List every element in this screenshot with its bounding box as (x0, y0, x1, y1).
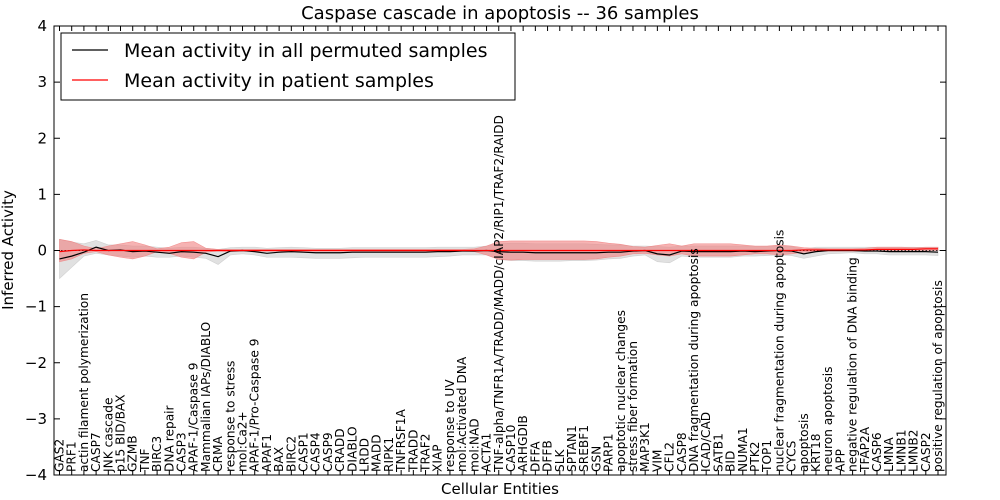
y-tick-label: 3 (37, 73, 47, 91)
x-category-label: KRT18 (809, 433, 823, 472)
legend: Mean activity in all permuted samples Me… (60, 32, 516, 101)
y-axis-title: Inferred Activity (0, 190, 17, 310)
x-category-label: apoptotic nuclear changes (614, 310, 628, 472)
x-category-label: ARHGDIB (516, 415, 530, 472)
x-category-label: BIRC3 (150, 436, 164, 472)
x-category-label: CASP6 (870, 432, 884, 472)
x-category-label: stress fiber formation (626, 341, 640, 472)
x-category-label: CFL2 (663, 442, 677, 472)
y-tick-label: −2 (25, 354, 47, 372)
x-category-label: LMNA (882, 437, 896, 472)
x-category-label: mol:Activated DNA (455, 356, 469, 472)
x-category-label: response to stress (223, 361, 237, 472)
x-category-label: DFFB (541, 440, 555, 472)
x-category-label: CASP10 (504, 425, 518, 472)
x-category-label: JNK cascade (101, 398, 115, 474)
x-category-label: GSN (589, 446, 603, 472)
x-category-label: TNFRSF1A (394, 408, 408, 473)
x-category-label: positive regulation of apoptosis (931, 280, 945, 472)
x-category-label: PRF1 (65, 441, 79, 472)
x-category-label: PTK2 (748, 441, 762, 472)
x-category-label: LRDD (358, 438, 372, 472)
series-lines (59, 246, 939, 260)
y-tick-label: 0 (37, 242, 47, 260)
x-category-label: GAS2 (53, 439, 67, 472)
x-category-label: nuclear fragmentation during apoptosis (772, 230, 786, 472)
x-category-label: mol:NAD (467, 418, 481, 472)
x-category-label: GZMB (126, 435, 140, 472)
y-axis: −4 −3 −2 −1 0 1 2 3 4 (25, 17, 946, 484)
x-category-label: Mammalian IAPs/DIABLO (199, 322, 213, 472)
x-category-label: PARP1 (602, 434, 616, 472)
x-category-label: DIABLO (345, 426, 359, 472)
x-category-label: BAX (272, 447, 286, 472)
y-tick-label: 1 (37, 185, 47, 203)
x-category-label: APAF-1/Caspase 9 (187, 362, 201, 472)
x-category-label: TFAP2A (858, 426, 872, 473)
x-category-label: negative regulation of DNA binding (846, 257, 860, 472)
x-category-label: SPTAN1 (565, 425, 579, 472)
x-category-label: SLK (553, 448, 567, 472)
x-category-label: CASP3 (175, 432, 189, 472)
y-tick-label: −3 (25, 410, 47, 428)
x-category-label: response to UV (443, 379, 457, 472)
x-category-label: BIRC2 (284, 436, 298, 472)
x-category-label: CASP1 (297, 432, 311, 472)
legend-box (60, 32, 516, 101)
x-category-label: DNA fragmentation during apoptosis (687, 248, 701, 472)
x-category-label: CASP7 (89, 432, 103, 472)
x-category-label: DFFA (528, 441, 542, 472)
x-category-label: RIPK1 (382, 437, 396, 472)
x-category-label: SATB1 (711, 433, 725, 472)
x-category-label: mol:Ca2+ (236, 411, 250, 472)
x-category-label: actin filament polymerization (77, 293, 91, 472)
x-category-label: APP (833, 449, 847, 472)
y-tick-label: −1 (25, 298, 47, 316)
x-category-label: p15 BID/BAX (114, 394, 128, 472)
x-category-label: APAF1 (260, 434, 274, 472)
x-category-label: VIM (650, 450, 664, 472)
x-category-label: ACTA1 (480, 433, 494, 472)
legend-label-patient: Mean activity in patient samples (124, 70, 434, 92)
x-category-label: BID (724, 451, 738, 472)
x-category-label: TRADD (406, 429, 420, 473)
x-category-label: CASP2 (919, 432, 933, 472)
x-category-label: CASP4 (309, 432, 323, 472)
x-category-label: neuron apoptosis (821, 367, 835, 472)
x-category-label: ICAD/CAD (699, 412, 713, 472)
x-category-label: NUMA1 (736, 427, 750, 472)
x-category-label: CASP9 (321, 432, 335, 472)
x-category-label: XIAP (431, 444, 445, 472)
x-category-label: LMNB1 (894, 429, 908, 472)
y-tick-label: −4 (25, 466, 47, 484)
x-category-label: TRAF2 (419, 433, 433, 473)
legend-label-permuted: Mean activity in all permuted samples (124, 40, 487, 62)
x-category-label: APAF-1/Pro-Caspase 9 (248, 339, 262, 472)
x-category-label: SREBF1 (577, 425, 591, 472)
x-category-label: CRADD (333, 428, 347, 472)
y-tick-label: 2 (37, 129, 47, 147)
x-axis-title: Cellular Entities (441, 480, 559, 498)
x-category-label: MAP3K1 (638, 422, 652, 472)
x-axis (59, 26, 939, 475)
x-category-label: TOP1 (760, 440, 774, 473)
series-line-patient (59, 248, 938, 253)
x-category-label: CASP8 (675, 432, 689, 472)
x-category-label: LMNB2 (907, 429, 921, 472)
x-category-label: TNF (138, 448, 152, 473)
x-category-label: TNF-alpha/TNFR1A/TRADD/MADD/cIAP2/RIP1/T… (492, 115, 506, 473)
x-category-label: MADD (370, 434, 384, 472)
y-tick-label: 4 (37, 17, 47, 35)
chart-title: Caspase cascade in apoptosis -- 36 sampl… (301, 3, 699, 24)
x-category-label: CYCS (785, 440, 799, 472)
x-category-label: CRMA (211, 436, 225, 472)
x-category-label: apoptosis (797, 413, 811, 472)
x-category-label: DNA repair (162, 404, 176, 472)
